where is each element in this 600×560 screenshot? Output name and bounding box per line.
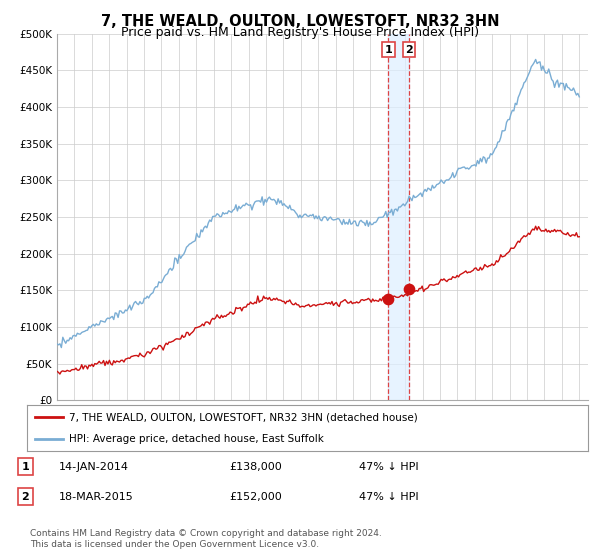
Text: 7, THE WEALD, OULTON, LOWESTOFT, NR32 3HN: 7, THE WEALD, OULTON, LOWESTOFT, NR32 3H… bbox=[101, 14, 499, 29]
Text: £152,000: £152,000 bbox=[229, 492, 282, 502]
Text: 2: 2 bbox=[22, 492, 29, 502]
Text: 18-MAR-2015: 18-MAR-2015 bbox=[59, 492, 134, 502]
Text: HPI: Average price, detached house, East Suffolk: HPI: Average price, detached house, East… bbox=[69, 435, 324, 444]
Text: 1: 1 bbox=[22, 461, 29, 472]
Bar bbox=[388, 34, 409, 400]
Text: 2: 2 bbox=[405, 45, 413, 55]
Text: Contains HM Land Registry data © Crown copyright and database right 2024.
This d: Contains HM Land Registry data © Crown c… bbox=[30, 529, 382, 549]
Point bbox=[404, 284, 413, 293]
Text: 14-JAN-2014: 14-JAN-2014 bbox=[59, 461, 129, 472]
Text: Price paid vs. HM Land Registry's House Price Index (HPI): Price paid vs. HM Land Registry's House … bbox=[121, 26, 479, 39]
Text: £138,000: £138,000 bbox=[229, 461, 282, 472]
Text: 7, THE WEALD, OULTON, LOWESTOFT, NR32 3HN (detached house): 7, THE WEALD, OULTON, LOWESTOFT, NR32 3H… bbox=[69, 412, 418, 422]
Text: 47% ↓ HPI: 47% ↓ HPI bbox=[359, 461, 418, 472]
Text: 47% ↓ HPI: 47% ↓ HPI bbox=[359, 492, 418, 502]
Text: 1: 1 bbox=[385, 45, 392, 55]
Point bbox=[383, 295, 393, 304]
